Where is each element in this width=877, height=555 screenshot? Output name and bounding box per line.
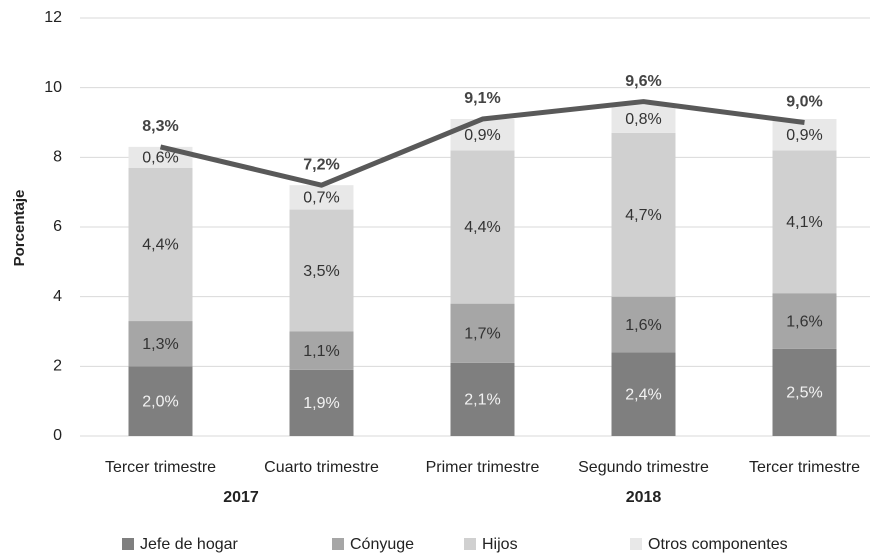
bar-segment bbox=[450, 303, 515, 363]
data-label: 1,7% bbox=[464, 325, 500, 342]
legend-swatch bbox=[122, 538, 134, 550]
legend-label: Cónyuge bbox=[350, 536, 414, 553]
data-label: 4,4% bbox=[464, 219, 500, 236]
y-tick-label: 2 bbox=[53, 358, 62, 375]
y-tick-label: 12 bbox=[44, 9, 62, 26]
legend-swatch bbox=[332, 538, 344, 550]
total-line bbox=[159, 99, 805, 188]
legend-swatch bbox=[630, 538, 642, 550]
data-label: 1,6% bbox=[786, 313, 822, 330]
legend-label: Hijos bbox=[482, 536, 518, 553]
data-label: 0,7% bbox=[303, 190, 339, 207]
data-label: 2,0% bbox=[142, 393, 178, 410]
y-axis-label: Porcentaje bbox=[11, 190, 28, 267]
y-tick-label: 4 bbox=[53, 288, 62, 305]
group-label: 2018 bbox=[626, 489, 662, 506]
bar-segment bbox=[611, 132, 676, 297]
bar-segment bbox=[450, 119, 515, 151]
data-label: 2,4% bbox=[625, 386, 661, 403]
bar-segment bbox=[128, 366, 193, 436]
y-tick-label: 8 bbox=[53, 149, 62, 166]
bar-segment bbox=[772, 293, 837, 349]
bar-segment bbox=[772, 119, 837, 151]
data-label: 4,4% bbox=[142, 237, 178, 254]
data-label: 2,1% bbox=[464, 392, 500, 409]
y-tick-label: 0 bbox=[53, 427, 62, 444]
bar-segment bbox=[450, 150, 515, 304]
y-tick-label: 10 bbox=[44, 79, 62, 96]
data-label: 0,8% bbox=[625, 111, 661, 128]
data-label: 1,3% bbox=[142, 336, 178, 353]
bar-segment bbox=[128, 321, 193, 367]
data-label: 1,9% bbox=[303, 395, 339, 412]
bar-segment bbox=[128, 167, 193, 322]
x-tick-label: Tercer trimestre bbox=[749, 459, 860, 476]
bar-segment bbox=[289, 209, 354, 332]
bar-segment bbox=[611, 352, 676, 436]
bar-segment bbox=[772, 348, 837, 436]
legend-label: Jefe de hogar bbox=[140, 536, 239, 553]
total-label: 9,1% bbox=[464, 90, 500, 107]
bar-segment bbox=[611, 296, 676, 353]
data-label: 1,1% bbox=[303, 343, 339, 360]
data-label: 2,5% bbox=[786, 385, 822, 402]
data-label: 4,7% bbox=[625, 207, 661, 224]
data-label: 0,9% bbox=[786, 127, 822, 144]
total-label: 8,3% bbox=[142, 118, 178, 135]
data-label: 4,1% bbox=[786, 214, 822, 231]
data-label: 1,6% bbox=[625, 317, 661, 334]
data-label: 3,5% bbox=[303, 263, 339, 280]
bar-segment bbox=[289, 185, 354, 210]
x-tick-label: Segundo trimestre bbox=[578, 459, 709, 476]
x-tick-label: Cuarto trimestre bbox=[264, 459, 379, 476]
bar-segment bbox=[611, 105, 676, 133]
legend-label: Otros componentes bbox=[648, 536, 788, 553]
bar-segment bbox=[289, 331, 354, 370]
data-label: 0,9% bbox=[464, 127, 500, 144]
group-label: 2017 bbox=[223, 489, 259, 506]
bar-segment bbox=[289, 369, 354, 436]
data-label: 0,6% bbox=[142, 150, 178, 167]
total-label: 7,2% bbox=[303, 156, 339, 173]
x-tick-label: Primer trimestre bbox=[426, 459, 540, 476]
y-tick-label: 6 bbox=[53, 218, 62, 235]
bar-segment bbox=[772, 150, 837, 294]
x-tick-label: Tercer trimestre bbox=[105, 459, 216, 476]
bar-segment bbox=[450, 362, 515, 436]
total-label: 9,6% bbox=[625, 73, 661, 90]
total-label: 9,0% bbox=[786, 94, 822, 111]
legend-swatch bbox=[464, 538, 476, 550]
